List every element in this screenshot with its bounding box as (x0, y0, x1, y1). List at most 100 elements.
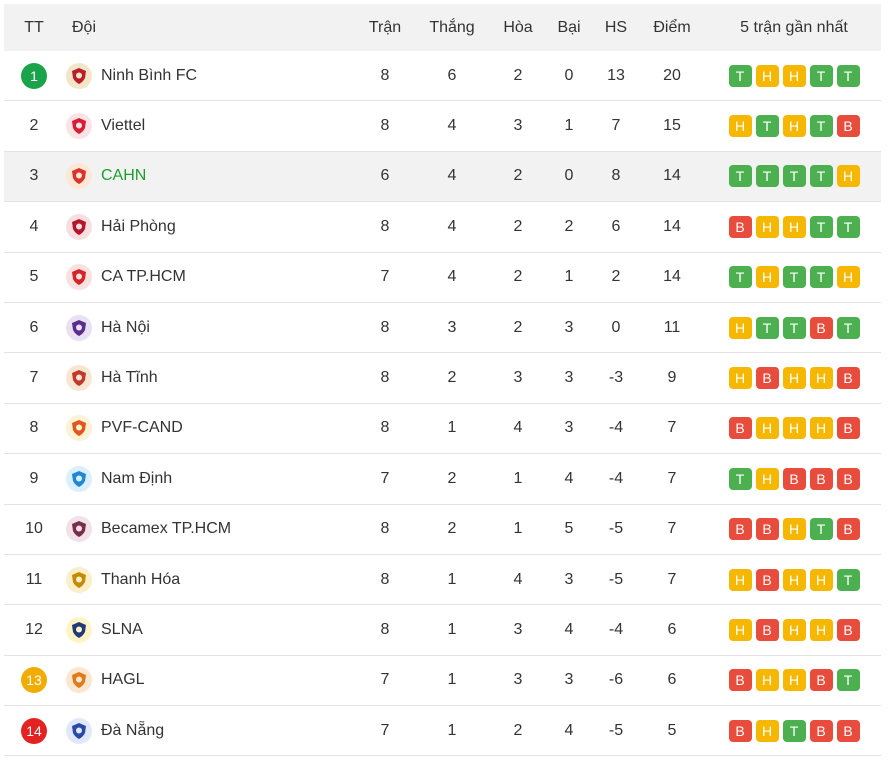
team-cell[interactable]: Becamex TP.HCM (66, 505, 366, 554)
goal-diff-cell: -5 (608, 520, 624, 538)
team-cell[interactable]: Nam Định (66, 454, 366, 503)
form-result: B (755, 568, 779, 591)
ha-noi-logo-icon (66, 314, 92, 341)
played-cell: 8 (380, 217, 390, 235)
team-cell[interactable]: Thanh Hóa (66, 555, 366, 604)
played-cell: 7 (380, 469, 390, 487)
lost-cell: 0 (564, 66, 574, 84)
goal-diff-cell: 8 (611, 167, 621, 185)
form-result: T (836, 215, 860, 238)
team-name[interactable]: SLNA (101, 620, 143, 638)
rank-badge: 14 (21, 717, 47, 744)
team-name[interactable]: HAGL (101, 671, 145, 689)
team-name[interactable]: Hà Nội (101, 318, 150, 336)
team-cell[interactable]: CAHN (66, 152, 366, 201)
team-name[interactable]: Hải Phòng (101, 217, 176, 235)
form-result: B (755, 618, 779, 641)
rank-cell: 2 (4, 101, 64, 150)
lost-cell: 1 (564, 117, 574, 135)
draw-cell: 2 (513, 318, 523, 336)
form-result: T (836, 316, 860, 339)
team-name[interactable]: Ninh Bình FC (101, 66, 198, 84)
team-name[interactable]: Nam Định (101, 469, 173, 487)
rank-number: 11 (25, 570, 43, 588)
header-form: 5 trận gần nhất (740, 18, 848, 36)
team-cell[interactable]: CA TP.HCM (66, 253, 366, 302)
team-name[interactable]: Viettel (101, 117, 146, 135)
form-result: B (782, 467, 806, 490)
form-result: H (782, 417, 806, 440)
team-name[interactable]: Becamex TP.HCM (101, 520, 232, 538)
goal-diff-cell: -5 (608, 721, 624, 739)
team-name[interactable]: Hà Tĩnh (101, 369, 158, 387)
lost-cell: 4 (564, 721, 574, 739)
form-result: B (728, 669, 752, 692)
form-result: T (836, 64, 860, 87)
rank-cell: 9 (4, 454, 64, 503)
points-cell: 14 (663, 268, 681, 286)
team-name[interactable]: PVF-CAND (101, 419, 183, 437)
team-cell[interactable]: SLNA (66, 605, 366, 654)
team-name[interactable]: Đà Nẵng (101, 721, 165, 739)
team-cell[interactable]: Hải Phòng (66, 202, 366, 251)
team-name[interactable]: CAHN (101, 167, 147, 185)
lost-cell: 3 (564, 570, 574, 588)
points-cell: 14 (663, 217, 681, 235)
team-cell[interactable]: HAGL (66, 656, 366, 705)
form-result: T (755, 316, 779, 339)
goal-diff-cell: 0 (611, 318, 621, 336)
rank-number: 5 (29, 268, 39, 286)
form-result: H (755, 266, 779, 289)
rank-cell: 11 (4, 555, 64, 604)
draw-cell: 2 (513, 66, 523, 84)
team-cell[interactable]: Đà Nẵng (66, 706, 366, 755)
viettel-logo-icon (66, 113, 92, 140)
form-result: T (809, 115, 833, 138)
form-result: T (782, 165, 806, 188)
header-points: Điểm (653, 18, 691, 36)
team-cell[interactable]: Hà Tĩnh (66, 353, 366, 402)
team-cell[interactable]: Ninh Bình FC (66, 51, 366, 100)
team-name[interactable]: Thanh Hóa (101, 570, 181, 588)
team-name[interactable]: CA TP.HCM (101, 268, 186, 286)
form-result: T (728, 64, 752, 87)
form-result: H (782, 367, 806, 390)
form-result: H (809, 568, 833, 591)
rank-number: 10 (25, 520, 43, 538)
played-cell: 8 (380, 369, 390, 387)
nam-dinh-logo-icon (66, 465, 92, 492)
rank-cell: 4 (4, 202, 64, 251)
header-goal-diff: HS (604, 18, 628, 36)
goal-diff-cell: 2 (611, 268, 621, 286)
team-cell[interactable]: Hà Nội (66, 303, 366, 352)
form-result: H (728, 316, 752, 339)
team-cell[interactable]: PVF-CAND (66, 404, 366, 453)
team-cell[interactable]: Viettel (66, 101, 366, 150)
rank-badge: 13 (21, 667, 47, 694)
draw-cell: 3 (513, 671, 523, 689)
rank-number: 2 (29, 117, 39, 135)
